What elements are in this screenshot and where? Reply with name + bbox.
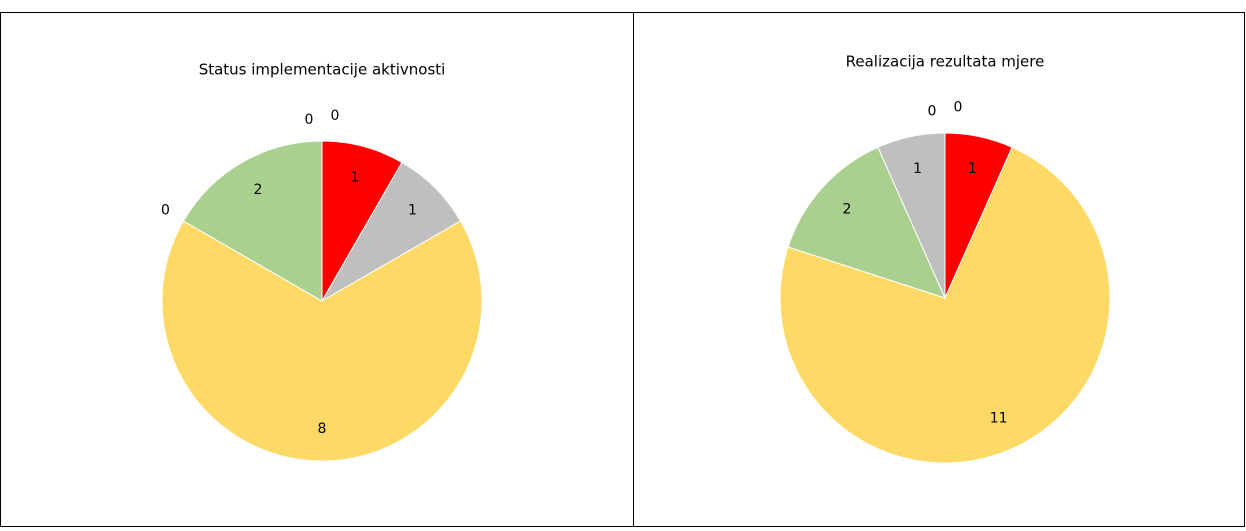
pie-slice — [779, 146, 1111, 464]
value-label: 2 — [254, 182, 263, 198]
pie-slice — [161, 220, 483, 462]
value-label: 1 — [968, 161, 977, 177]
pie-slice — [787, 146, 946, 299]
chart-title: Realizacija rezultata mjere — [846, 53, 1045, 71]
value-label: 0 — [928, 104, 937, 120]
chart-title: Status implementacije aktivnosti — [199, 61, 446, 79]
value-label: 1 — [351, 169, 360, 185]
value-label: 2 — [842, 202, 851, 218]
value-label: 0 — [954, 100, 963, 116]
value-label: 0 — [161, 203, 170, 219]
value-label: 1 — [408, 202, 417, 218]
pie-slice — [877, 132, 946, 299]
pie-slice — [182, 140, 323, 302]
value-label: 8 — [318, 421, 327, 437]
value-label: 0 — [331, 108, 340, 124]
value-label: 0 — [305, 112, 314, 128]
value-label: 11 — [990, 411, 1008, 427]
value-label: 1 — [913, 161, 922, 177]
